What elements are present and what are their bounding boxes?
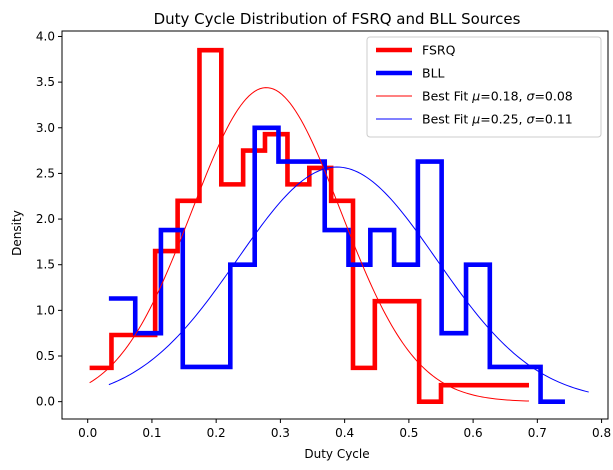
x-axis-label: Duty Cycle	[304, 447, 369, 461]
legend: FSRQ BLL Best Fit μ=0.18, σ=0.08 Best Fit μ…	[366, 36, 602, 138]
axes: 0.0 0.1 0.2 0.3 0.4 0.5 0.6 0.7 0.8 0.0 0.5 1.0 1.5 2…	[36, 29, 611, 440]
legend-entry-label: FSRQ	[422, 43, 456, 58]
chart-title: Duty Cycle Distribution of FSRQ and BLL …	[154, 10, 521, 28]
histogram-step-line	[89, 47, 529, 404]
y-tick-label: 3.0	[36, 121, 55, 135]
legend-entry-label: Best Fit μ=0.25, σ=0.11	[422, 112, 573, 127]
y-tick-label: 2.0	[36, 212, 55, 226]
y-tick-label: 1.5	[36, 258, 55, 272]
x-tick-label: 0.6	[464, 426, 483, 440]
legend-entry-label: BLL	[422, 66, 445, 81]
plot-series	[89, 47, 589, 404]
legend-entry-label: Best Fit μ=0.18, σ=0.08	[422, 89, 573, 104]
x-tick-label: 0.4	[335, 426, 354, 440]
y-tick-label: 1.0	[36, 303, 55, 317]
y-tick-label: 0.0	[36, 395, 55, 409]
x-tick-label: 0.2	[207, 426, 226, 440]
plot-area	[89, 47, 589, 404]
fit-curve-fsrq	[89, 87, 530, 402]
y-tick-label: 4.0	[36, 29, 55, 43]
fit-curve-bll	[108, 166, 589, 393]
y-axis-label: Density	[10, 210, 24, 256]
x-tick-label: 0.1	[142, 426, 161, 440]
plot-frame	[61, 30, 609, 420]
y-tick-label: 2.5	[36, 166, 55, 180]
x-tick-label: 0.0	[78, 426, 97, 440]
x-tick-label: 0.3	[271, 426, 290, 440]
legend-box	[366, 36, 602, 138]
x-tick-label: 0.8	[592, 426, 611, 440]
y-tick-label: 3.5	[36, 75, 55, 89]
x-tick-label: 0.5	[399, 426, 418, 440]
series-fsrq-histogram	[89, 47, 529, 404]
y-tick-label: 0.5	[36, 349, 55, 363]
x-tick-label: 0.7	[528, 426, 547, 440]
